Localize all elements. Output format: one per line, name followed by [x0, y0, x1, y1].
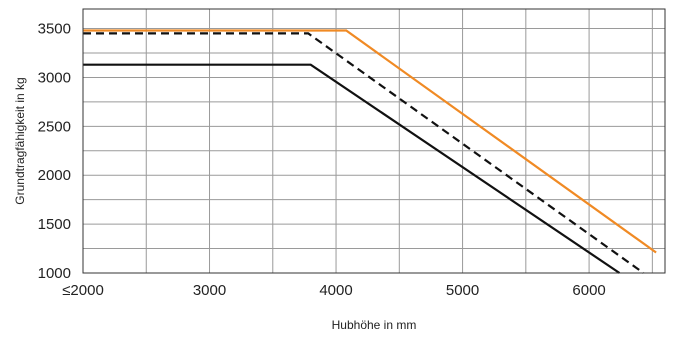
- plot-frame: [82, 8, 666, 274]
- x-tick-label: 6000: [572, 282, 605, 299]
- y-tick-label: 2000: [38, 167, 71, 184]
- grid: [82, 9, 665, 274]
- tick-labels: ≤2000 3000 4000 5000 6000 1000 1500 2000 2500 300…: [38, 21, 606, 299]
- y-tick-label: 3500: [38, 21, 71, 38]
- x-tick-label: ≤2000: [62, 282, 104, 299]
- x-tick-label: 5000: [446, 282, 479, 299]
- x-tick-label: 4000: [319, 282, 352, 299]
- y-tick-label: 3000: [38, 69, 71, 86]
- series-line-3: [83, 63, 621, 274]
- y-axis-title: Grundtragfähigkeit in kg: [13, 77, 27, 204]
- y-tick-label: 2500: [38, 118, 71, 135]
- series-line-1: [83, 29, 657, 254]
- x-axis-title: Hubhöhe in mm: [332, 318, 417, 332]
- series-line-2: [83, 32, 645, 274]
- series-lines: [83, 29, 657, 274]
- y-tick-label: 1000: [38, 265, 71, 282]
- plot-border: [82, 8, 666, 274]
- x-tick-label: 3000: [193, 282, 226, 299]
- y-tick-label: 1500: [38, 216, 71, 233]
